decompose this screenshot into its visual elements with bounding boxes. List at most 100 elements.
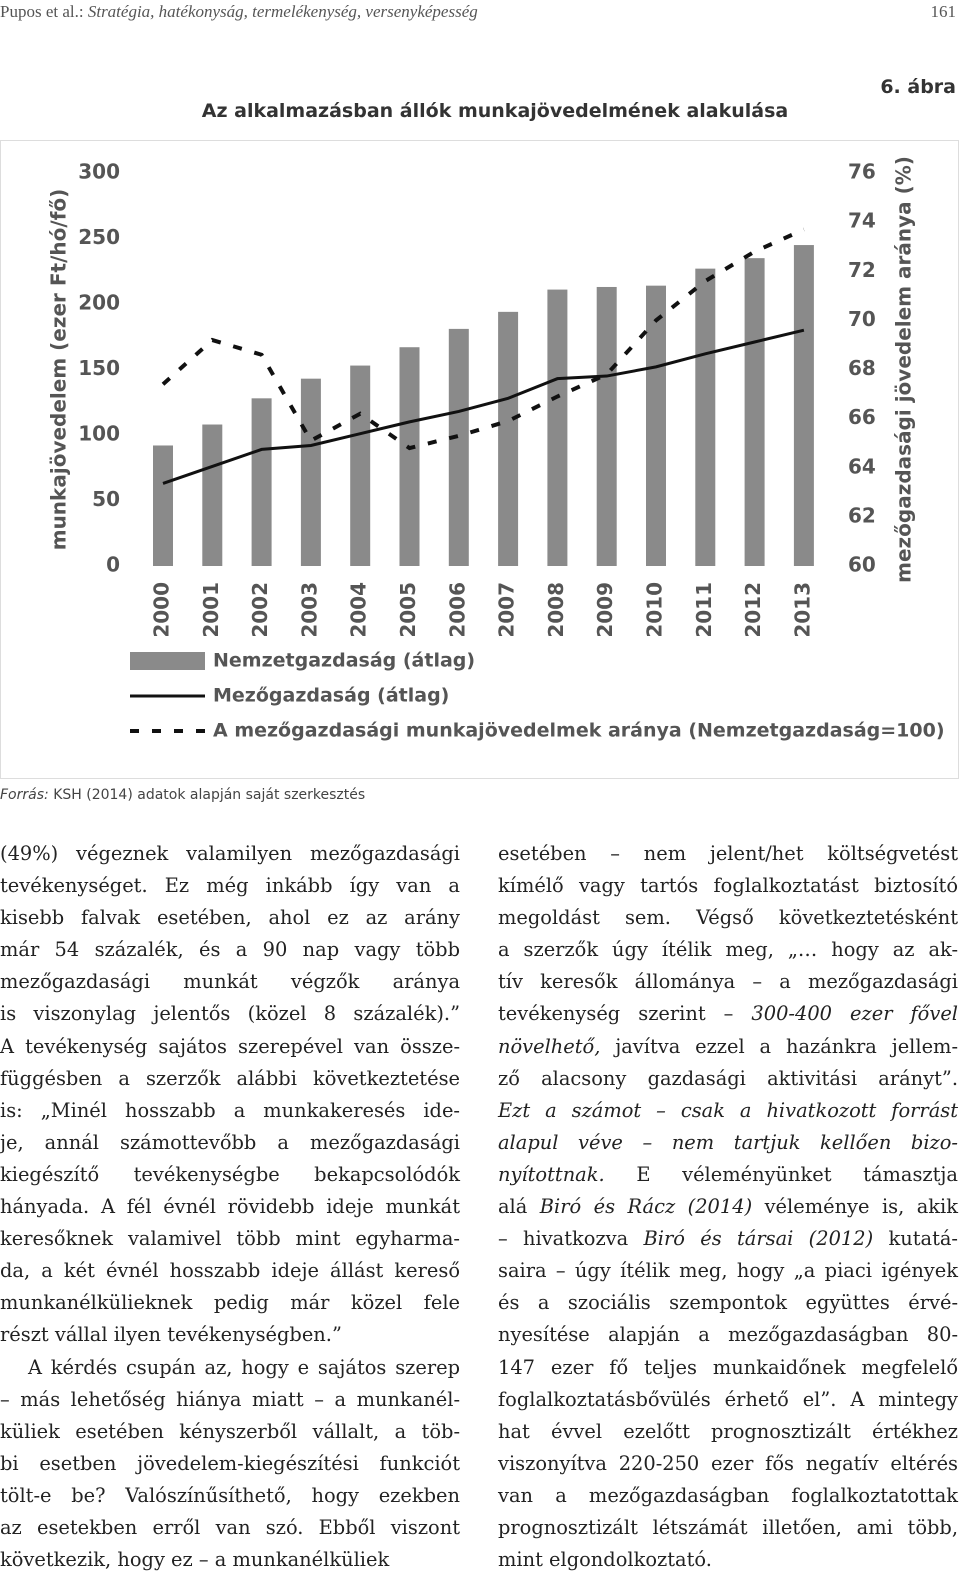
text-span: – hivatkozva <box>498 1227 644 1251</box>
x-tick-label: 2001 <box>199 582 223 638</box>
text-line: hányada. A fél évnél rövidebb ideje munk… <box>0 1195 460 1219</box>
text-line: A tevékenység sajátos szerepével van öss… <box>0 1034 460 1058</box>
bar <box>793 245 814 567</box>
text-line: a szerzők úgy ítélik meg, „… hogy az ak- <box>498 938 958 962</box>
y-tick-label: 0 <box>106 553 120 577</box>
text-line: da, a két évnél hosszabb ideje állást ke… <box>0 1259 460 1283</box>
text-line: keresőknek valamivel több mint egyharma- <box>0 1227 460 1251</box>
source-label: Forrás: <box>0 787 49 803</box>
y2-tick-label: 76 <box>848 160 876 184</box>
text-line: függésben a szerzők alábbi következtetés… <box>0 1066 460 1090</box>
text-span: kutatá- <box>873 1227 958 1251</box>
bar <box>202 424 223 566</box>
text-line: nyítottnak. E véleményünket támasztja <box>498 1159 958 1191</box>
text-column: esetében – nem jelent/het költségvetést k… <box>498 838 958 1576</box>
running-header: Pupos et al.: Stratégia, hatékonyság, te… <box>0 2 478 22</box>
page-number: 161 <box>930 2 957 21</box>
text-line: kiegészítő tevékenységbe bekapcsolódók <box>0 1162 460 1186</box>
y-tick-label: 50 <box>92 487 120 511</box>
text-line: kímélő vagy tartós foglalkoztatást bizto… <box>498 874 958 898</box>
y-axis-label: munkajövedelem (ezer Ft/hó/fő) <box>47 189 71 551</box>
text-span: alá <box>498 1195 540 1219</box>
x-tick-label: 2004 <box>347 582 371 638</box>
legend-label: A mezőgazdasági munkajövedelmek aránya (… <box>213 720 945 742</box>
bar <box>695 268 716 566</box>
text-line: tevékenység szerint – 300-400 ezer fővel <box>498 998 958 1030</box>
x-tick-label: 2003 <box>297 582 321 638</box>
bar <box>350 365 371 566</box>
italic-text: 300-400 ezer fővel <box>751 1002 958 1026</box>
italic-text: Biró és társai (2012) <box>643 1227 874 1251</box>
authors: Pupos et al.: <box>0 2 84 21</box>
y-tick-label: 100 <box>78 422 120 446</box>
text-line: tevékenységet. Ez még inkább így van a <box>0 874 460 898</box>
line <box>161 227 805 451</box>
italic-text: növelhető, <box>498 1034 601 1058</box>
y2-tick-label: 60 <box>848 553 876 577</box>
x-tick-label: 2002 <box>248 582 272 638</box>
x-tick-label: 2010 <box>643 582 667 638</box>
bar <box>744 258 765 566</box>
figure-title: Az alkalmazásban állók munkajövedelmének… <box>201 100 789 122</box>
x-tick-label: 2006 <box>445 582 469 638</box>
italic-text: nyítottnak. <box>498 1162 605 1186</box>
bar <box>646 285 666 566</box>
text-line: mezőgazdasági munkát végzők aránya <box>0 970 460 994</box>
text-line: alapul véve – nem tartjuk kellően bizo- <box>498 1127 958 1159</box>
bar <box>153 445 173 566</box>
y-tick-label: 150 <box>78 356 120 380</box>
x-tick-label: 2013 <box>790 582 814 638</box>
text-line: tölt-e be? Valószínűsíthető, hogy ezekbe… <box>0 1483 460 1507</box>
figure-label: 6. ábra <box>880 76 956 98</box>
x-tick-label: 2009 <box>593 582 617 638</box>
italic-text: Biró és Rácz (2014) <box>539 1195 753 1219</box>
line <box>162 328 805 485</box>
text-line: hat évvel ezelőtt prognosztizált értékhe… <box>498 1419 958 1443</box>
text-line: is: „Minél hosszabb a munkakeresés ide- <box>0 1098 460 1122</box>
text-line: 147 ezer fő teljes munkaidőnek megfelelő <box>498 1355 958 1379</box>
bar <box>399 347 420 566</box>
text-line: Ezt a számot – csak a hivatkozott forrás… <box>498 1095 958 1127</box>
bar <box>547 289 568 566</box>
y-tick-label: 300 <box>78 160 120 184</box>
text-line: A kérdés csupán az, hogy e sajátos szere… <box>28 1355 460 1379</box>
text-line: je, annál számottevőbb a mezőgazdasági <box>0 1130 460 1154</box>
chart-frame <box>0 140 959 779</box>
text-line: kisebb falvak esetében, ahol ez az arány <box>0 906 460 930</box>
text-line: saira – úgy ítélik meg, hogy „a piaci ig… <box>498 1259 958 1283</box>
x-tick-label: 2012 <box>741 582 765 638</box>
italic-text: alapul véve – nem tartjuk kellően bizo- <box>498 1130 958 1154</box>
bar <box>448 328 469 566</box>
text-line: ző alacsony gazdasági aktivitási arányt”… <box>498 1066 958 1090</box>
text-span: véleménye is, akik <box>752 1195 958 1219</box>
text-line: mint elgondolkoztató. <box>498 1548 712 1572</box>
text-line: és a szociális szempontok együttes érvé- <box>498 1291 958 1315</box>
text-line: bi esetben jövedelem-kiegészítési funkci… <box>0 1451 460 1475</box>
y2-tick-label: 70 <box>848 307 876 331</box>
text-line: munkanélkülieknek pedig már közel fele <box>0 1291 460 1315</box>
italic-text: Ezt a számot – csak a hivatkozott forrás… <box>498 1098 958 1122</box>
x-tick-label: 2008 <box>544 582 568 638</box>
y2-tick-label: 74 <box>848 209 876 233</box>
y2-tick-label: 68 <box>848 356 876 380</box>
text-span: javítva ezzel a hazánkra jellem- <box>600 1034 958 1058</box>
text-line: következik, hogy ez – a munkanélküliek <box>0 1548 390 1572</box>
text-line: esetében – nem jelent/het költségvetést <box>498 842 958 865</box>
y2-tick-label: 64 <box>848 454 876 478</box>
x-tick-label: 2011 <box>692 582 716 638</box>
text-column: (49%) végeznek valamilyen mezőgazdasági t… <box>0 838 460 1576</box>
x-tick-label: 2000 <box>150 582 174 638</box>
y-tick-label: 200 <box>78 291 120 315</box>
y-tick-label: 250 <box>78 225 120 249</box>
text-line: nyesítése alapján a mezőgazdaságban 80- <box>498 1323 958 1347</box>
running-title: Stratégia, hatékonyság, termelékenység, … <box>87 2 478 21</box>
text-line: az esetekben erről van szó. Ebből viszon… <box>0 1515 460 1539</box>
text-line: (49%) végeznek valamilyen mezőgazdasági <box>0 842 460 865</box>
text-line: van a mezőgazdaságban foglalkoztatottak <box>498 1483 958 1507</box>
bar <box>251 398 272 566</box>
text-line: már 54 százalék, és a 90 nap vagy több <box>0 938 460 962</box>
y2-tick-label: 66 <box>848 405 876 429</box>
text-line: – más lehetőség hiánya miatt – a munkané… <box>0 1387 460 1411</box>
legend-label: Mezőgazdaság (átlag) <box>213 685 449 707</box>
